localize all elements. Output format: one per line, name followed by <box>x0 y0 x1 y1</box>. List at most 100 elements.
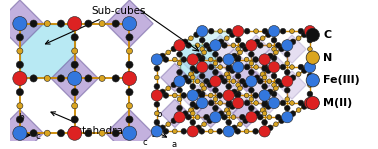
Circle shape <box>208 28 214 34</box>
Circle shape <box>85 20 92 27</box>
Circle shape <box>290 65 294 69</box>
Circle shape <box>210 111 221 123</box>
Circle shape <box>260 36 265 41</box>
Circle shape <box>177 61 182 66</box>
Circle shape <box>174 111 185 123</box>
Circle shape <box>68 126 82 140</box>
Circle shape <box>231 89 237 95</box>
Circle shape <box>248 69 254 75</box>
Circle shape <box>200 83 204 87</box>
Text: Octahedra: Octahedra <box>51 112 123 136</box>
Circle shape <box>16 61 23 68</box>
Circle shape <box>226 119 231 125</box>
Circle shape <box>284 87 290 93</box>
Circle shape <box>272 83 276 87</box>
Circle shape <box>308 83 312 87</box>
Circle shape <box>190 84 195 89</box>
Circle shape <box>231 79 236 84</box>
Circle shape <box>17 48 23 54</box>
Circle shape <box>271 37 277 43</box>
Circle shape <box>298 100 304 106</box>
Circle shape <box>210 76 221 87</box>
Circle shape <box>238 122 242 127</box>
Circle shape <box>265 68 271 73</box>
Circle shape <box>151 126 163 137</box>
Circle shape <box>166 86 170 91</box>
Circle shape <box>229 68 235 73</box>
Circle shape <box>306 51 319 64</box>
Circle shape <box>204 114 209 120</box>
Circle shape <box>177 69 183 75</box>
Circle shape <box>248 52 254 57</box>
Polygon shape <box>206 71 234 99</box>
Circle shape <box>225 108 229 112</box>
Circle shape <box>222 42 227 48</box>
Circle shape <box>195 125 201 131</box>
Text: a: a <box>171 140 176 149</box>
Circle shape <box>112 130 119 137</box>
Circle shape <box>213 61 218 66</box>
Circle shape <box>260 72 265 77</box>
Circle shape <box>282 40 293 51</box>
Circle shape <box>306 74 319 87</box>
Circle shape <box>267 89 273 95</box>
Circle shape <box>122 126 136 140</box>
Circle shape <box>248 87 254 93</box>
Circle shape <box>262 100 268 106</box>
Circle shape <box>274 86 278 91</box>
Bar <box>20 24 75 78</box>
Circle shape <box>181 128 187 134</box>
Circle shape <box>197 97 208 109</box>
Circle shape <box>253 93 259 98</box>
Circle shape <box>301 32 307 38</box>
Circle shape <box>282 76 293 87</box>
Circle shape <box>238 86 242 91</box>
Circle shape <box>208 93 213 98</box>
Circle shape <box>301 104 307 109</box>
Polygon shape <box>183 85 212 113</box>
Circle shape <box>154 84 160 89</box>
Circle shape <box>284 52 290 57</box>
Circle shape <box>226 75 231 80</box>
Circle shape <box>244 57 249 62</box>
Circle shape <box>226 84 231 89</box>
Circle shape <box>85 75 92 82</box>
Circle shape <box>280 100 286 106</box>
Circle shape <box>223 54 234 65</box>
Circle shape <box>194 104 199 109</box>
Polygon shape <box>278 71 306 99</box>
Circle shape <box>189 108 193 112</box>
Circle shape <box>208 129 213 134</box>
Circle shape <box>279 46 284 52</box>
Circle shape <box>183 111 188 116</box>
Circle shape <box>254 65 259 69</box>
Polygon shape <box>0 0 43 47</box>
Circle shape <box>155 111 159 116</box>
Circle shape <box>190 102 195 107</box>
Circle shape <box>72 103 78 109</box>
Circle shape <box>235 93 240 98</box>
Circle shape <box>197 61 208 73</box>
Circle shape <box>166 122 170 127</box>
Circle shape <box>191 75 195 80</box>
Circle shape <box>189 36 193 41</box>
Circle shape <box>208 64 214 70</box>
Circle shape <box>244 129 249 134</box>
Circle shape <box>246 111 257 123</box>
Circle shape <box>259 126 270 137</box>
Circle shape <box>253 57 259 62</box>
Circle shape <box>166 50 170 55</box>
Circle shape <box>231 53 237 59</box>
Circle shape <box>212 87 218 93</box>
Circle shape <box>254 39 260 45</box>
Circle shape <box>257 78 263 84</box>
Circle shape <box>290 75 296 81</box>
Polygon shape <box>106 110 153 149</box>
Circle shape <box>268 61 280 73</box>
Circle shape <box>307 37 313 43</box>
Circle shape <box>249 97 254 102</box>
Circle shape <box>57 75 65 82</box>
Circle shape <box>126 116 133 123</box>
Circle shape <box>212 105 218 111</box>
Circle shape <box>71 34 78 41</box>
